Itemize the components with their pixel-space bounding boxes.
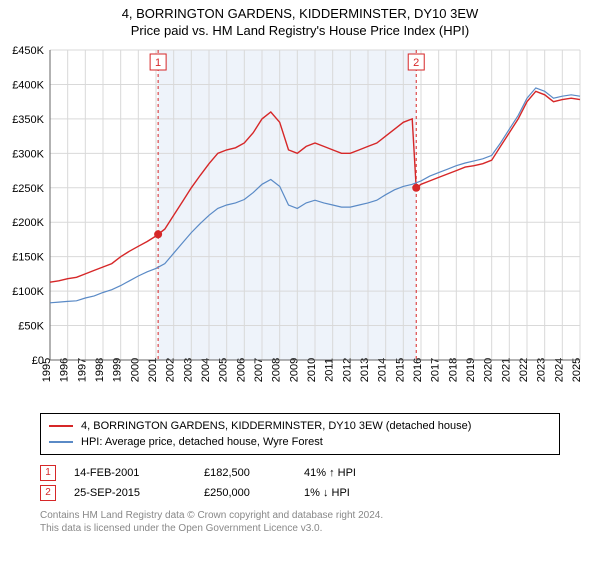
svg-text:2011: 2011 — [324, 358, 336, 382]
transaction-date: 14-FEB-2001 — [74, 467, 204, 479]
svg-text:2021: 2021 — [500, 358, 512, 382]
footer-line2: This data is licensed under the Open Gov… — [40, 522, 560, 535]
transactions-table: 1 14-FEB-2001£182,50041% ↑ HPI 2 25-SEP-201… — [40, 463, 560, 503]
svg-text:1995: 1995 — [41, 358, 53, 382]
transaction-marker: 1 — [40, 465, 56, 481]
svg-text:£150K: £150K — [12, 252, 44, 264]
legend-swatch — [49, 441, 73, 443]
transaction-price: £250,000 — [204, 487, 304, 499]
legend-item: 4, BORRINGTON GARDENS, KIDDERMINSTER, DY… — [49, 418, 551, 434]
svg-text:2024: 2024 — [553, 358, 565, 382]
svg-text:2008: 2008 — [271, 358, 283, 382]
svg-text:2001: 2001 — [147, 358, 159, 382]
footer-line1: Contains HM Land Registry data © Crown c… — [40, 509, 560, 522]
svg-text:1998: 1998 — [94, 358, 106, 382]
svg-text:2022: 2022 — [518, 358, 530, 382]
svg-text:2025: 2025 — [571, 358, 583, 382]
svg-text:£100K: £100K — [12, 286, 44, 298]
svg-text:2023: 2023 — [536, 358, 548, 382]
legend-item: HPI: Average price, detached house, Wyre… — [49, 434, 551, 450]
svg-text:2012: 2012 — [341, 358, 353, 382]
svg-text:2: 2 — [413, 57, 419, 69]
svg-text:2015: 2015 — [394, 358, 406, 382]
transaction-price: £182,500 — [204, 467, 304, 479]
svg-text:£450K: £450K — [12, 45, 44, 57]
svg-text:£200K: £200K — [12, 217, 44, 229]
svg-text:2002: 2002 — [165, 358, 177, 382]
svg-text:£250K: £250K — [12, 183, 44, 195]
svg-text:£400K: £400K — [12, 79, 44, 91]
svg-text:£300K: £300K — [12, 148, 44, 160]
transaction-pct: 1% ↓ HPI — [304, 487, 424, 499]
legend: 4, BORRINGTON GARDENS, KIDDERMINSTER, DY… — [40, 413, 560, 455]
svg-text:2006: 2006 — [235, 358, 247, 382]
transaction-marker: 2 — [40, 485, 56, 501]
svg-text:2007: 2007 — [253, 358, 265, 382]
legend-swatch — [49, 425, 73, 427]
svg-text:2005: 2005 — [218, 358, 230, 382]
price-chart: £0£50K£100K£150K£200K£250K£300K£350K£400… — [0, 42, 600, 407]
svg-text:£50K: £50K — [18, 321, 44, 333]
svg-text:1: 1 — [155, 57, 161, 69]
svg-text:2014: 2014 — [377, 358, 389, 382]
footer-attribution: Contains HM Land Registry data © Crown c… — [40, 509, 560, 535]
svg-text:2018: 2018 — [447, 358, 459, 382]
svg-text:1996: 1996 — [59, 358, 71, 382]
legend-label: 4, BORRINGTON GARDENS, KIDDERMINSTER, DY… — [81, 420, 471, 432]
svg-text:2013: 2013 — [359, 358, 371, 382]
svg-text:1999: 1999 — [112, 358, 124, 382]
svg-text:2020: 2020 — [483, 358, 495, 382]
svg-text:2000: 2000 — [129, 358, 141, 382]
svg-text:2010: 2010 — [306, 358, 318, 382]
svg-text:2004: 2004 — [200, 358, 212, 382]
chart-title-line2: Price paid vs. HM Land Registry's House … — [0, 23, 600, 38]
svg-text:2009: 2009 — [288, 358, 300, 382]
transaction-row: 2 25-SEP-2015£250,0001% ↓ HPI — [40, 483, 560, 503]
svg-text:2016: 2016 — [412, 358, 424, 382]
legend-label: HPI: Average price, detached house, Wyre… — [81, 436, 323, 448]
svg-text:2003: 2003 — [182, 358, 194, 382]
svg-text:1997: 1997 — [76, 358, 88, 382]
transaction-date: 25-SEP-2015 — [74, 487, 204, 499]
svg-text:2019: 2019 — [465, 358, 477, 382]
svg-text:2017: 2017 — [430, 358, 442, 382]
transaction-row: 1 14-FEB-2001£182,50041% ↑ HPI — [40, 463, 560, 483]
transaction-pct: 41% ↑ HPI — [304, 467, 424, 479]
svg-text:£350K: £350K — [12, 114, 44, 126]
chart-title-line1: 4, BORRINGTON GARDENS, KIDDERMINSTER, DY… — [0, 6, 600, 21]
